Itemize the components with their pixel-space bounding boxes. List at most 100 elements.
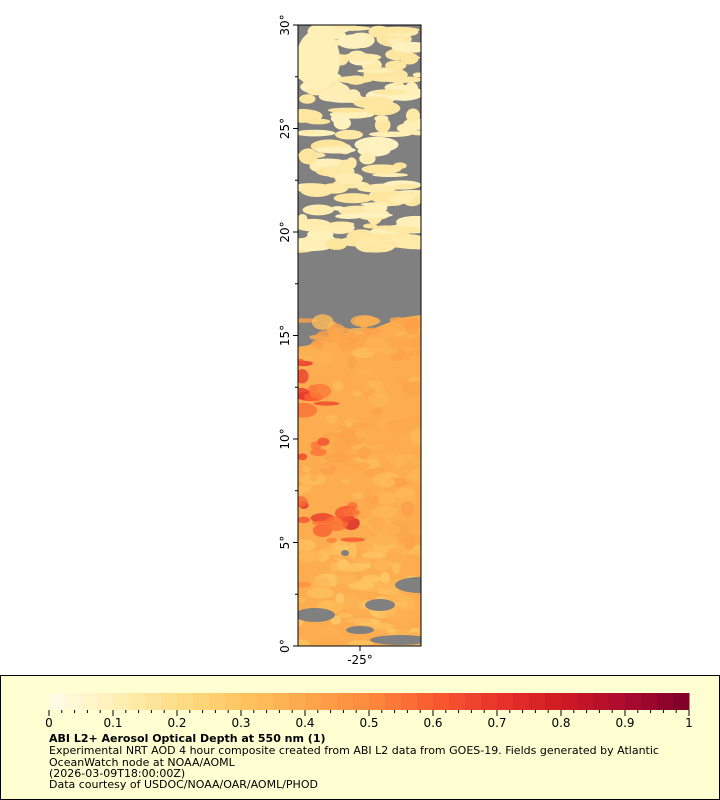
aod-cell bbox=[346, 617, 372, 624]
aod-cell bbox=[334, 172, 364, 185]
aod-cell bbox=[316, 627, 339, 639]
aod-cell bbox=[332, 438, 352, 453]
aod-field bbox=[298, 25, 421, 646]
aod-cell bbox=[363, 202, 388, 214]
colorbar-swatch bbox=[337, 693, 354, 710]
aod-cell bbox=[393, 331, 406, 337]
legend-subtitle: Experimental NRT AOD 4 hour composite cr… bbox=[49, 744, 659, 769]
aod-cell bbox=[337, 613, 354, 618]
aod-cell bbox=[365, 336, 383, 348]
aod-cell bbox=[368, 189, 395, 203]
aod-cell bbox=[298, 453, 308, 461]
aod-cell bbox=[342, 508, 360, 517]
aod-cell bbox=[386, 336, 412, 349]
aod-cell bbox=[347, 354, 356, 370]
aod-cell bbox=[387, 613, 411, 622]
aod-cell bbox=[371, 444, 382, 459]
aod-cell bbox=[307, 229, 334, 240]
aod-cell bbox=[310, 448, 327, 457]
aod-cell bbox=[337, 34, 370, 49]
lat-tick-label: 10° bbox=[278, 428, 292, 449]
colorbar-swatch bbox=[321, 693, 338, 710]
aod-cell bbox=[401, 318, 421, 329]
aod-cell bbox=[327, 107, 366, 113]
colorbar-swatch bbox=[65, 693, 82, 710]
colorbar-swatch bbox=[81, 693, 98, 710]
aod-cell bbox=[306, 587, 335, 599]
aod-cell bbox=[341, 516, 352, 523]
aod-cell bbox=[348, 542, 357, 559]
aod-cell bbox=[409, 468, 421, 483]
colorbar-swatch bbox=[545, 693, 562, 710]
aod-cell bbox=[323, 451, 352, 464]
aod-cell bbox=[372, 559, 392, 571]
colorbar-swatch bbox=[129, 693, 146, 710]
aod-cell bbox=[405, 108, 420, 123]
aod-cell bbox=[394, 628, 404, 636]
lat-tick-label: 15° bbox=[278, 325, 292, 346]
aod-cell bbox=[311, 314, 334, 330]
aod-cell bbox=[404, 81, 419, 97]
aod-cell bbox=[361, 327, 383, 335]
aod-cell bbox=[317, 437, 330, 446]
colorbar-swatch bbox=[417, 693, 434, 710]
lon-tick-label: -25° bbox=[347, 653, 373, 667]
aod-cell bbox=[334, 129, 364, 140]
lat-tick-label: 25° bbox=[278, 118, 292, 139]
aod-cell bbox=[387, 547, 404, 555]
aod-cell bbox=[389, 317, 406, 324]
colorbar-swatch bbox=[209, 693, 226, 710]
aod-cell bbox=[335, 573, 358, 585]
aod-cell bbox=[355, 428, 364, 439]
aod-cell bbox=[374, 115, 389, 123]
aod-cell bbox=[300, 550, 323, 562]
aod-cell bbox=[365, 347, 388, 353]
colorbar-swatch bbox=[561, 693, 578, 710]
aod-cell bbox=[394, 487, 415, 499]
aod-cell bbox=[339, 53, 382, 62]
aod-cell bbox=[298, 581, 312, 588]
aod-cell bbox=[370, 515, 385, 531]
aod-cell bbox=[365, 426, 382, 442]
colorbar-swatch bbox=[289, 693, 306, 710]
aod-cell bbox=[389, 383, 407, 392]
colorbar-swatch bbox=[193, 693, 210, 710]
colorbar-swatch bbox=[97, 693, 114, 710]
colorbar-tick-label: 0.2 bbox=[167, 716, 186, 730]
aod-cell bbox=[298, 30, 340, 90]
aod-cell bbox=[393, 162, 407, 170]
colorbar-swatch bbox=[353, 693, 370, 710]
aod-cell bbox=[307, 158, 348, 168]
aod-cell bbox=[400, 52, 419, 65]
aod-cell bbox=[361, 164, 402, 175]
aod-cell bbox=[372, 532, 399, 546]
aod-cell bbox=[366, 455, 381, 461]
aod-cell bbox=[407, 336, 421, 348]
colorbar-tick-label: 0.9 bbox=[615, 716, 634, 730]
aod-cell bbox=[332, 380, 344, 391]
aod-cell bbox=[313, 401, 340, 406]
aod-cell bbox=[340, 478, 351, 484]
colorbar-swatch bbox=[577, 693, 594, 710]
aod-cell bbox=[367, 393, 390, 407]
aod-cell bbox=[393, 359, 419, 373]
aod-cell bbox=[321, 545, 336, 553]
colorbar-tick-label: 0.6 bbox=[423, 716, 442, 730]
aod-cell bbox=[396, 215, 421, 228]
colorbar-swatch bbox=[401, 693, 418, 710]
lat-tick-label: 20° bbox=[278, 221, 292, 242]
aod-cell bbox=[345, 418, 358, 423]
colorbar-tick-label: 0.7 bbox=[487, 716, 506, 730]
aod-cell bbox=[298, 516, 311, 524]
missing-data-patch bbox=[365, 599, 395, 611]
colorbar-swatch bbox=[257, 693, 274, 710]
colorbar: 0 0.1 0.2 0.3 0.4 0.5 0.6 0.7 0.8 0.9 1 bbox=[45, 693, 693, 730]
aod-cell bbox=[386, 418, 414, 432]
aod-cell bbox=[298, 358, 305, 365]
aod-cell bbox=[400, 501, 415, 518]
colorbar-swatch bbox=[513, 693, 530, 710]
aod-cell bbox=[376, 26, 420, 34]
aod-cell bbox=[301, 466, 311, 473]
colorbar-swatch bbox=[113, 693, 130, 710]
legend-title: ABI L2+ Aerosol Optical Depth at 550 nm … bbox=[49, 732, 326, 745]
